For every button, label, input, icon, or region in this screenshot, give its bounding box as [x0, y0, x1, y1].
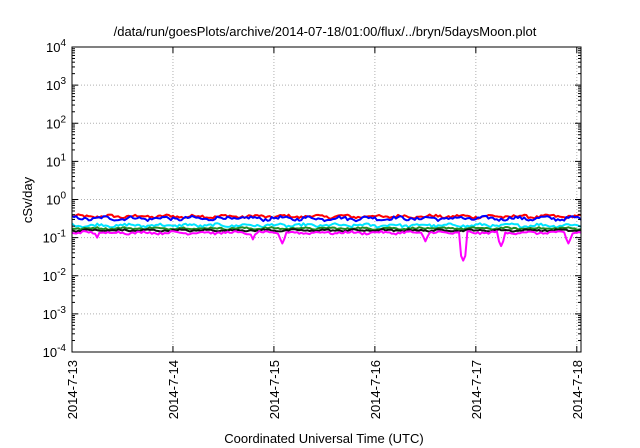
y-tick-label: 10-1: [43, 229, 67, 246]
series-line: [71, 228, 581, 233]
y-axis-label: cSv/day: [20, 176, 35, 223]
x-tick-label: 2014-7-14: [166, 360, 181, 419]
series-line: [71, 213, 582, 220]
x-tick-label: 2014-7-13: [65, 360, 80, 419]
y-tick-label: 10-2: [43, 267, 67, 284]
x-axis: 2014-7-13 2014-7-14 2014-7-15 2014-7-16 2014…: [65, 47, 585, 419]
series-line: [71, 230, 582, 262]
x-axis-label: Coordinated Universal Time (UTC): [224, 431, 423, 446]
x-tick-label: 2014-7-17: [469, 360, 484, 419]
x-tick-label: 2014-7-16: [368, 360, 383, 419]
series-line: [71, 226, 582, 231]
y-tick-label: 10-4: [43, 343, 67, 360]
grid-lines: [71, 47, 581, 352]
chart-title: /data/run/goesPlots/archive/2014-07-18/0…: [114, 24, 537, 39]
series-lines: [71, 213, 582, 262]
series-line: [71, 214, 582, 223]
y-tick-label: 10-3: [43, 305, 67, 322]
series-line: [71, 222, 582, 229]
y-tick-label: 100: [46, 191, 66, 208]
y-tick-label: 103: [46, 76, 66, 93]
y-tick-label: 101: [46, 152, 66, 169]
y-tick-label: 102: [46, 114, 66, 131]
y-axis: 10-4 10-3 10-2 10-1 100 101 102 103 104: [43, 38, 581, 360]
x-tick-label: 2014-7-18: [570, 360, 585, 419]
y-tick-label: 104: [46, 38, 66, 55]
x-tick-label: 2014-7-15: [267, 360, 282, 419]
